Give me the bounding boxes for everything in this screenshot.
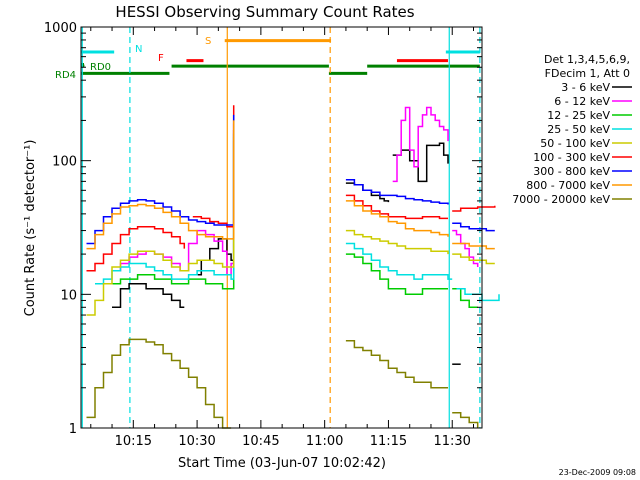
series-line-7-1 xyxy=(345,200,449,237)
plot-frame xyxy=(80,26,483,429)
flag-label-2: S xyxy=(205,36,211,47)
legend-entry-1: 6 - 12 keV xyxy=(554,95,610,108)
flag-label-4: RD4 xyxy=(55,70,76,81)
legend-entry-0: 3 - 6 keV xyxy=(561,81,610,94)
x-tick-label-4: 11:15 xyxy=(370,434,407,449)
series-line-6-0 xyxy=(86,114,235,245)
series-line-8-2 xyxy=(452,412,479,428)
y-tick-label-0: 1 xyxy=(69,422,77,437)
x-tick-label-5: 11:30 xyxy=(433,434,470,449)
series-line-5-2 xyxy=(345,194,448,220)
series-line-8-1 xyxy=(345,339,448,389)
legend-entry-3: 25 - 50 keV xyxy=(547,123,610,136)
series-line-6-2 xyxy=(452,222,495,232)
series-line-4-1 xyxy=(345,229,449,255)
series-line-4-2 xyxy=(452,253,495,265)
x-tick-label-2: 10:45 xyxy=(242,434,279,449)
y-tick-label-3: 1000 xyxy=(44,21,77,36)
legend-header-0: Det 1,3,4,5,6,9, xyxy=(544,53,630,66)
timestamp: 23-Dec-2009 09:08 xyxy=(559,468,636,477)
flag-label-1: F xyxy=(158,53,164,64)
series-line-0-2 xyxy=(345,182,390,203)
series-line-0-0 xyxy=(112,282,185,309)
y-tick-label-2: 100 xyxy=(52,155,77,170)
legend-header-1: FDecim 1, Att 0 xyxy=(545,67,630,80)
series-line-8-0 xyxy=(86,338,232,429)
observing-flags: N F S RD0 RD4 xyxy=(55,36,480,81)
series-line-1-1 xyxy=(392,106,449,183)
x-tick-label-1: 10:30 xyxy=(178,434,215,449)
series-line-7-2 xyxy=(452,242,495,250)
series-line-7-0 xyxy=(86,120,235,250)
legend-entry-5: 100 - 300 keV xyxy=(533,151,610,164)
x-tick-label-3: 11:00 xyxy=(306,434,343,449)
legend-entry-2: 12 - 25 keV xyxy=(547,109,610,122)
series-line-5-3 xyxy=(452,205,496,212)
series-line-0-3 xyxy=(392,142,449,183)
axes: 10:15 10:30 10:45 11:00 11:15 11:30 1 10 100 1000 xyxy=(44,21,483,449)
legend-entry-6: 300 - 800 keV xyxy=(533,165,610,178)
legend-entry-4: 50 - 100 keV xyxy=(540,137,610,150)
legend-entry-8: 7000 - 20000 keV xyxy=(512,193,610,206)
series-line-6-1 xyxy=(345,178,449,205)
flag-label-3: RD0 xyxy=(90,62,111,73)
plot-area xyxy=(81,27,500,429)
chart-title: HESSI Observing Summary Count Rates xyxy=(115,3,414,21)
y-axis-label: Count Rate (s⁻¹ detector⁻¹) xyxy=(23,140,38,317)
series-line-5-1 xyxy=(192,105,235,228)
flag-label-0: N xyxy=(135,44,142,55)
series-line-5-0 xyxy=(86,226,186,272)
series-line-4-0 xyxy=(86,141,235,316)
series-line-3-1 xyxy=(345,242,453,280)
series-line-1-2 xyxy=(452,229,479,267)
legend-entry-7: 800 - 7000 keV xyxy=(526,179,610,192)
x-axis-label: Start Time (03-Jun-07 10:02:42) xyxy=(178,456,386,471)
series-line-2-1 xyxy=(345,253,448,296)
x-tick-label-0: 10:15 xyxy=(115,434,152,449)
series-line-2-0 xyxy=(112,133,235,290)
legend: Det 1,3,4,5,6,9,FDecim 1, Att 03 - 6 keV… xyxy=(512,53,632,206)
series-line-3-0 xyxy=(95,137,235,285)
y-tick-label-1: 10 xyxy=(60,288,77,303)
